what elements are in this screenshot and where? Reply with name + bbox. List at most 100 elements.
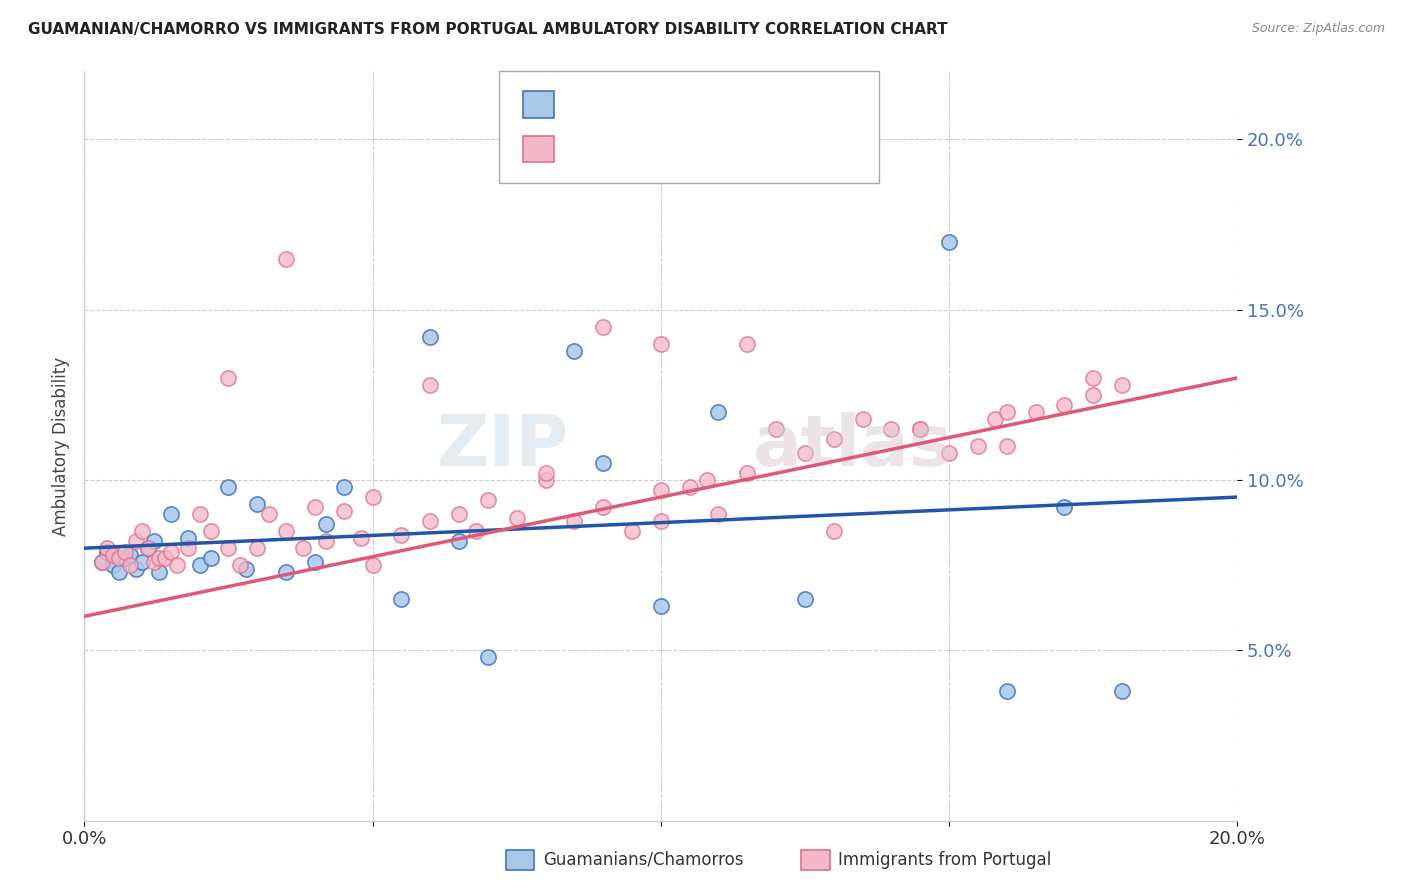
Point: [696, 473, 718, 487]
Point: [304, 555, 326, 569]
Point: [361, 558, 384, 573]
Point: [188, 558, 211, 573]
Point: [707, 405, 730, 419]
Point: [166, 558, 188, 573]
Point: [246, 541, 269, 556]
Text: N =: N =: [696, 95, 730, 113]
Point: [477, 493, 499, 508]
Point: [984, 411, 1007, 425]
Point: [125, 561, 148, 575]
Text: R =: R =: [565, 95, 599, 113]
Point: [131, 555, 153, 569]
Point: [304, 500, 326, 515]
Point: [419, 330, 441, 344]
Point: [592, 456, 614, 470]
Point: [391, 527, 413, 541]
Point: [148, 565, 170, 579]
Point: [477, 650, 499, 665]
Point: [419, 377, 441, 392]
Point: [419, 514, 441, 528]
Point: [350, 531, 373, 545]
Point: [235, 561, 257, 575]
Point: [246, 497, 269, 511]
Point: [148, 551, 170, 566]
Point: [103, 558, 124, 573]
Point: [1111, 377, 1133, 392]
Point: [361, 490, 384, 504]
Point: [679, 480, 702, 494]
Point: [333, 480, 356, 494]
Point: [910, 422, 932, 436]
Point: [333, 504, 356, 518]
Point: [131, 524, 153, 538]
Point: [177, 531, 200, 545]
Point: [852, 411, 875, 425]
Point: [218, 541, 240, 556]
Point: [177, 541, 200, 556]
Point: [449, 507, 471, 521]
Point: [794, 446, 817, 460]
Text: atlas: atlas: [754, 411, 953, 481]
Y-axis label: Ambulatory Disability: Ambulatory Disability: [52, 357, 70, 535]
Text: 35: 35: [745, 95, 776, 113]
Point: [823, 524, 845, 538]
Point: [534, 473, 557, 487]
Point: [465, 524, 488, 538]
Point: [188, 507, 211, 521]
Point: [142, 555, 165, 569]
Point: [391, 592, 413, 607]
Point: [125, 534, 148, 549]
Point: [534, 467, 557, 481]
Point: [315, 534, 337, 549]
Point: [449, 534, 471, 549]
Point: [707, 507, 730, 521]
Point: [1053, 500, 1076, 515]
Point: [1111, 684, 1133, 698]
Point: [564, 514, 586, 528]
Text: Source: ZipAtlas.com: Source: ZipAtlas.com: [1251, 22, 1385, 36]
Point: [1053, 398, 1076, 412]
Point: [108, 551, 131, 566]
Text: 0.111: 0.111: [619, 95, 682, 113]
Point: [136, 541, 159, 556]
Point: [276, 524, 298, 538]
Point: [136, 541, 159, 556]
Text: ZIP: ZIP: [436, 411, 568, 481]
Point: [160, 507, 183, 521]
Point: [90, 555, 112, 569]
Text: R =: R =: [565, 140, 599, 158]
Point: [506, 510, 529, 524]
Point: [737, 467, 759, 481]
Point: [650, 514, 672, 528]
Point: [120, 548, 142, 562]
Point: [120, 558, 142, 573]
Text: 0.524: 0.524: [619, 140, 682, 158]
Point: [292, 541, 315, 556]
Point: [592, 319, 614, 334]
Point: [142, 534, 165, 549]
Point: [153, 551, 176, 566]
Text: N =: N =: [696, 140, 730, 158]
Text: GUAMANIAN/CHAMORRO VS IMMIGRANTS FROM PORTUGAL AMBULATORY DISABILITY CORRELATION: GUAMANIAN/CHAMORRO VS IMMIGRANTS FROM PO…: [28, 22, 948, 37]
Point: [938, 446, 960, 460]
Point: [1083, 371, 1105, 385]
Point: [1025, 405, 1047, 419]
Text: 70: 70: [745, 140, 776, 158]
Point: [200, 524, 222, 538]
Point: [995, 439, 1018, 453]
Point: [967, 439, 990, 453]
Point: [823, 432, 845, 446]
Point: [880, 422, 903, 436]
Point: [315, 517, 337, 532]
Text: Guamanians/Chamorros: Guamanians/Chamorros: [543, 851, 744, 869]
Point: [200, 551, 222, 566]
Point: [794, 592, 817, 607]
Point: [218, 480, 240, 494]
Point: [910, 422, 932, 436]
Point: [995, 405, 1018, 419]
Point: [114, 544, 136, 558]
Point: [103, 548, 124, 562]
Point: [160, 544, 183, 558]
Point: [737, 336, 759, 351]
Point: [650, 483, 672, 498]
